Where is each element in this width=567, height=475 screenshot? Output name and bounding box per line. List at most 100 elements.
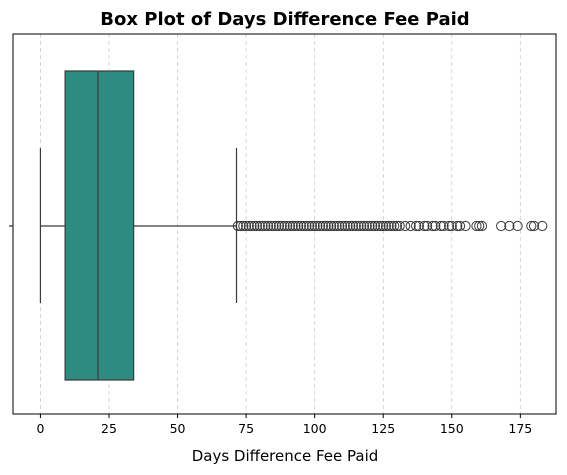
box-plot xyxy=(39,70,238,381)
outlier-point xyxy=(334,220,345,232)
outlier-point xyxy=(309,220,320,232)
outlier-point xyxy=(235,220,246,232)
outlier-point xyxy=(290,220,301,232)
outlier-point xyxy=(367,220,378,232)
x-axis-ticks: 0 25 50 75 100 125 150 175 xyxy=(36,414,532,436)
outlier-point xyxy=(422,220,433,232)
x-axis-label: Days Difference Fee Paid xyxy=(192,447,379,465)
outlier-point xyxy=(298,220,309,232)
outlier-point xyxy=(537,220,548,232)
outlier-point xyxy=(241,220,252,232)
interquartile-box xyxy=(64,70,135,381)
outlier-point xyxy=(372,220,383,232)
outlier-point xyxy=(430,220,441,232)
outlier-point xyxy=(378,220,389,232)
outlier-point xyxy=(287,220,298,232)
outlier-point xyxy=(369,220,381,232)
outlier-point xyxy=(419,220,430,232)
outlier-point xyxy=(380,220,392,232)
outlier-point xyxy=(249,220,260,232)
x-tick-label: 125 xyxy=(371,421,395,436)
outlier-point xyxy=(435,220,446,232)
outlier-point xyxy=(350,220,361,232)
outlier-point xyxy=(345,220,356,232)
outlier-point xyxy=(273,220,285,232)
outlier-point xyxy=(336,220,348,232)
outlier-point xyxy=(474,220,485,232)
outlier-point xyxy=(339,220,350,232)
outlier-point xyxy=(262,220,274,232)
outlier-point xyxy=(383,220,394,232)
x-tick-label: 25 xyxy=(101,421,117,436)
outlier-point xyxy=(413,220,424,232)
outlier-point xyxy=(476,220,488,232)
outlier-point xyxy=(375,220,386,232)
outlier-point xyxy=(454,220,466,232)
outlier-point xyxy=(326,220,337,232)
outlier-point xyxy=(331,220,342,232)
outlier-point xyxy=(353,220,364,232)
outlier-point xyxy=(438,220,449,232)
outlier-point xyxy=(257,220,268,232)
outlier-point xyxy=(443,220,455,232)
outlier-point xyxy=(342,220,353,232)
outlier-point xyxy=(276,220,287,232)
outlier-point xyxy=(391,220,403,232)
outlier-point xyxy=(460,220,471,232)
x-tick-label: 175 xyxy=(508,421,532,436)
outlier-point xyxy=(446,220,457,232)
outlier-point xyxy=(232,220,243,232)
outlier-point xyxy=(356,220,367,232)
outlier-point xyxy=(496,220,507,232)
outlier-point xyxy=(246,220,257,232)
outlier-point xyxy=(271,220,282,232)
outlier-point xyxy=(306,220,318,232)
outlier-point xyxy=(512,220,523,232)
outlier-point xyxy=(347,220,359,232)
outlier-point xyxy=(405,220,416,232)
outlier-point xyxy=(427,220,438,232)
chart-title: Box Plot of Days Difference Fee Paid xyxy=(100,9,469,30)
outlier-point xyxy=(304,220,315,232)
outlier-point xyxy=(386,220,397,232)
x-tick-label: 50 xyxy=(170,421,186,436)
outlier-point xyxy=(238,220,249,232)
x-tick-label: 100 xyxy=(303,421,327,436)
outlier-point xyxy=(411,220,422,232)
outlier-point xyxy=(452,220,463,232)
outlier-point xyxy=(471,220,482,232)
outlier-point xyxy=(279,220,290,232)
outlier-point xyxy=(282,220,293,232)
outlier-point xyxy=(394,220,405,232)
outlier-point xyxy=(260,220,271,232)
outlier-point xyxy=(251,220,263,232)
outlier-point xyxy=(361,220,372,232)
outlier-point xyxy=(504,220,515,232)
plot-frame xyxy=(12,33,557,415)
outlier-point xyxy=(323,220,334,232)
outlier-point xyxy=(328,220,339,232)
outlier-point xyxy=(301,220,312,232)
outlier-point xyxy=(312,220,323,232)
outlier-point xyxy=(284,220,296,232)
x-tick-label: 0 xyxy=(36,421,44,436)
outlier-point xyxy=(295,220,307,232)
outlier-points xyxy=(232,220,548,232)
outlier-point xyxy=(364,220,375,232)
x-tick-label: 75 xyxy=(238,421,254,436)
outlier-point xyxy=(528,220,540,232)
outlier-point xyxy=(400,220,411,232)
x-tick-label: 150 xyxy=(440,421,464,436)
outlier-point xyxy=(315,220,326,232)
outlier-point xyxy=(389,220,400,232)
outlier-point xyxy=(254,220,265,232)
outlier-point xyxy=(293,220,304,232)
outlier-point xyxy=(526,220,537,232)
outlier-point xyxy=(243,220,254,232)
outlier-point xyxy=(358,220,370,232)
outlier-point xyxy=(265,220,276,232)
outlier-point xyxy=(268,220,279,232)
outlier-point xyxy=(317,220,328,232)
outlier-point xyxy=(320,220,331,232)
